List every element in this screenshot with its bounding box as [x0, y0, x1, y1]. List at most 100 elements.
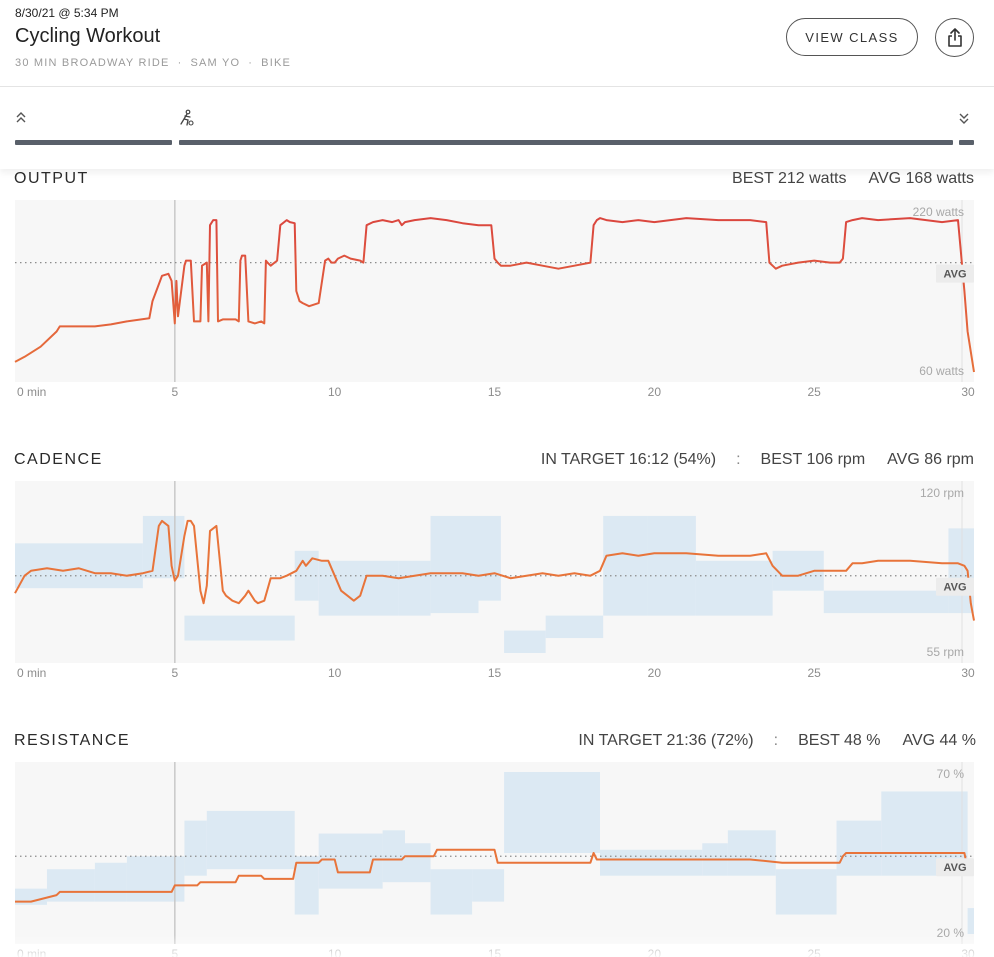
resistance-target-band — [294, 856, 319, 915]
cadence-target-band — [430, 515, 479, 614]
resistance-target-band — [775, 869, 837, 915]
resistance-chart-svg: AVG 70 % 20 % 0 min 5 10 15 20 25 30 — [15, 762, 975, 957]
output-y-bottom-label: 60 watts — [919, 364, 964, 378]
resistance-x-tick-label: 5 — [171, 947, 178, 957]
segment-main[interactable] — [179, 140, 953, 145]
output-plot-area — [15, 200, 974, 382]
output-stats: BEST 212 watts AVG 168 watts — [732, 170, 974, 188]
cadence-x-tick-label: 0 min — [17, 666, 46, 680]
resistance-target-band — [967, 908, 974, 934]
view-class-button[interactable]: VIEW CLASS — [786, 18, 918, 56]
share-button[interactable] — [935, 18, 974, 57]
resistance-target-band — [836, 820, 882, 876]
cadence-x-tick-label: 10 — [328, 666, 342, 680]
resistance-x-tick-label: 10 — [328, 947, 342, 957]
cadence-target-band — [142, 515, 185, 579]
cadence-title: CADENCE — [14, 451, 103, 468]
cadence-target-band — [184, 615, 295, 641]
resistance-target-band — [382, 830, 405, 883]
rider-icon — [180, 109, 194, 126]
segment-cooldown[interactable] — [959, 140, 974, 145]
output-x-tick-label: 25 — [807, 385, 821, 399]
resistance-target-band — [504, 772, 600, 853]
cadence-target-band — [695, 560, 773, 616]
segment-warmup[interactable] — [15, 140, 172, 145]
resistance-x-tick-label: 30 — [961, 947, 975, 957]
output-avg: AVG 168 watts — [868, 170, 974, 187]
cadence-x-tick-label: 20 — [648, 666, 662, 680]
resistance-series-line — [15, 848, 974, 903]
resistance-best: BEST 48 % — [798, 732, 881, 749]
instructor-name: SAM YO — [190, 57, 241, 69]
cadence-series-line — [14, 519, 975, 621]
workout-date: 8/30/21 @ 5:34 PM — [15, 6, 119, 20]
cadence-target-band — [603, 515, 648, 616]
cadence-avg-label: AVG — [943, 582, 966, 594]
output-x-tick-label: 10 — [328, 385, 342, 399]
resistance-avg-label: AVG — [943, 862, 966, 874]
cadence-y-bottom-label: 55 rpm — [927, 645, 964, 659]
resistance-chart: AVG 70 % 20 % 0 min 5 10 15 20 25 30 — [0, 762, 994, 957]
cadence-chart-svg: AVG 120 rpm 55 rpm 0 min 5 10 15 20 25 30 — [14, 481, 975, 680]
cadence-in-target: IN TARGET 16:12 (54%) — [540, 451, 717, 468]
resistance-target-band — [184, 820, 207, 876]
cadence-avg-badge — [936, 577, 974, 596]
cadence-chart: AVG 120 rpm 55 rpm 0 min 5 10 15 20 25 30 — [0, 481, 994, 686]
output-y-top-label: 220 watts — [913, 205, 964, 219]
resistance-in-target: IN TARGET 21:36 (72%) — [578, 732, 754, 749]
resistance-target-band — [472, 869, 505, 902]
resistance-target-band — [599, 849, 703, 876]
output-x-tick-label: 20 — [648, 385, 662, 399]
output-avg-label: AVG — [943, 269, 966, 281]
resistance-avg-badge — [936, 858, 974, 877]
cadence-target-band — [647, 515, 696, 616]
cadence-avg: AVG 86 rpm — [887, 451, 974, 468]
resistance-x-tick-label: 0 min — [17, 947, 46, 957]
cadence-x-tick-label: 25 — [807, 666, 821, 680]
cadence-y-top-label: 120 rpm — [920, 486, 964, 500]
resistance-x-tick-label: 20 — [648, 947, 662, 957]
cadence-target-band — [545, 615, 604, 639]
cadence-target-band — [318, 560, 399, 616]
chevrons-up-icon — [16, 112, 26, 123]
resistance-stats: IN TARGET 21:36 (72%): BEST 48 % AVG 44 % — [578, 732, 976, 750]
chevrons-down-icon — [959, 113, 969, 124]
output-avg-badge — [936, 264, 974, 283]
resistance-target-band — [430, 869, 473, 915]
stat-separator: : — [736, 451, 741, 468]
output-best: BEST 212 watts — [732, 170, 847, 187]
cadence-x-tick-label: 15 — [488, 666, 502, 680]
cadence-x-tick-label: 5 — [171, 666, 178, 680]
output-chart-svg: AVG 220 watts 60 watts 0 min 5 10 15 20 25 30 — [14, 200, 975, 399]
cadence-best: BEST 106 rpm — [760, 451, 866, 468]
discipline: BIKE — [261, 57, 292, 69]
output-x-tick-label: 30 — [961, 385, 975, 399]
cadence-target-band — [398, 560, 431, 616]
resistance-target-band — [206, 810, 295, 870]
cadence-x-tick-label: 30 — [961, 666, 975, 680]
resistance-y-bottom-label: 20 % — [937, 926, 965, 940]
output-x-tick-label: 5 — [171, 385, 178, 399]
resistance-target-band — [94, 862, 127, 902]
resistance-y-top-label: 70 % — [937, 767, 965, 781]
cadence-target-band — [478, 515, 501, 601]
output-title: OUTPUT — [14, 170, 89, 187]
meta-separator: · — [248, 57, 254, 69]
resistance-title: RESISTANCE — [14, 732, 131, 749]
workout-header: 8/30/21 @ 5:34 PM Cycling Workout 30 MIN… — [0, 0, 994, 87]
resistance-x-tick-label: 25 — [807, 947, 821, 957]
segment-timeline — [0, 87, 994, 169]
output-series-line — [14, 217, 975, 373]
output-chart: AVG 220 watts 60 watts 0 min 5 10 15 20 25 30 — [0, 200, 994, 405]
cadence-target-band — [823, 590, 949, 614]
cadence-target-band — [504, 630, 546, 653]
page-title: Cycling Workout — [15, 25, 161, 47]
class-meta: 30 MIN BROADWAY RIDE · SAM YO · BIKE — [15, 57, 291, 69]
resistance-target-band — [727, 830, 776, 876]
share-icon — [947, 27, 962, 47]
meta-separator: · — [177, 57, 183, 69]
output-x-tick-label: 15 — [488, 385, 502, 399]
resistance-x-tick-label: 15 — [488, 947, 502, 957]
resistance-target-band — [126, 856, 185, 902]
resistance-target-band — [404, 843, 431, 883]
